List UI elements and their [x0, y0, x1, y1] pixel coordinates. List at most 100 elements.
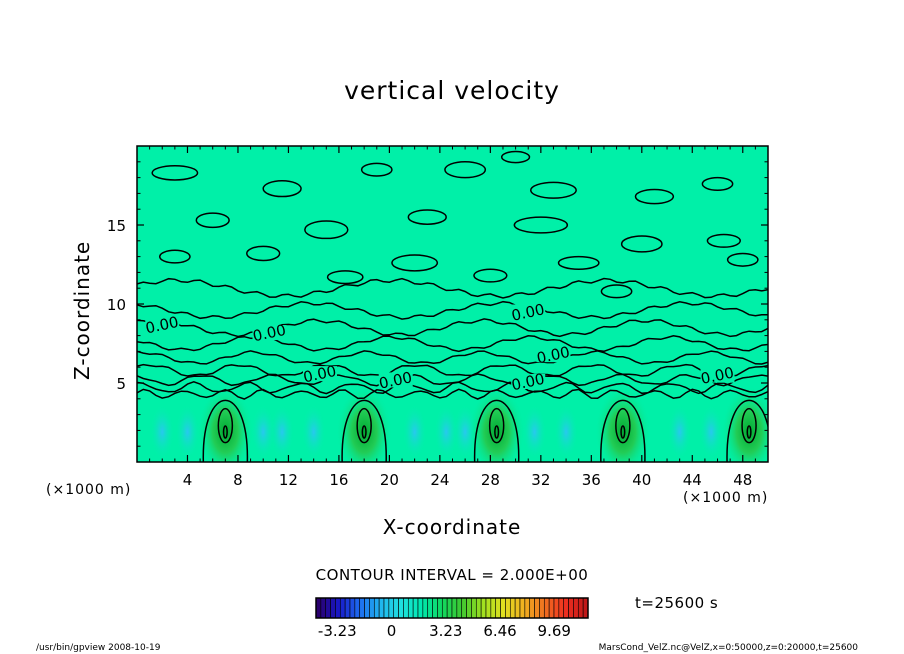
updraft-region — [594, 381, 651, 462]
x-unit-label: (×1000 m) — [683, 490, 769, 506]
contour-line — [137, 373, 768, 387]
contour-line — [706, 233, 741, 248]
colorbar-cell — [534, 597, 540, 619]
contour-line — [217, 407, 234, 444]
y-axis: 5 10 15 — [107, 161, 768, 447]
z-tick-label: 5 — [116, 375, 126, 393]
downdraft-region — [522, 403, 547, 460]
colorbar-cell — [417, 597, 424, 619]
contour-labels: 0.00 0.000.000.000.00 0.00 0.00 0.00 — [144, 300, 736, 394]
colorbar-cell — [509, 597, 516, 619]
colorbar-cell — [475, 597, 482, 619]
x-tick-label: 40 — [632, 471, 651, 489]
contour-line — [341, 399, 387, 462]
colorbar-cell — [524, 597, 531, 619]
colorbar-cell — [359, 597, 365, 619]
updraft-region — [197, 381, 254, 462]
contour-line — [488, 407, 505, 444]
contour-line — [361, 425, 367, 439]
colorbar-cell — [519, 597, 526, 619]
colorbar-cell — [485, 597, 492, 619]
contour-line — [746, 425, 752, 439]
x-tick-label: 24 — [430, 471, 449, 489]
x-tick-label: 28 — [481, 471, 500, 489]
contour-line — [741, 407, 757, 444]
contour-label-bg — [302, 366, 337, 382]
contour-label-bg — [378, 372, 413, 388]
colorbar-cell — [383, 597, 390, 619]
colorbar-cell — [495, 597, 501, 619]
contour-line — [726, 399, 768, 462]
contour-line — [262, 180, 302, 198]
downdraft-region — [175, 403, 200, 460]
contour-line — [202, 399, 249, 462]
colorbar-cell — [330, 597, 336, 619]
colorbar-cell — [378, 597, 385, 619]
colorbar-cell — [539, 597, 545, 619]
colorbar-cell — [553, 597, 560, 619]
contour-line — [246, 245, 281, 262]
colorbar-cell — [568, 597, 574, 619]
x-axis: 4 8 12 16 20 24 28 32 36 40 44 48 — [149, 146, 756, 489]
contour-label-bg — [700, 367, 735, 383]
colorbar-cell — [320, 597, 327, 619]
contour-line — [195, 212, 230, 229]
contour-label-bg — [536, 347, 571, 363]
colorbar-cell — [388, 597, 395, 619]
chart-title: vertical velocity — [344, 76, 560, 105]
contour-line — [137, 300, 768, 320]
contour-interval-label: CONTOUR INTERVAL = 2.000E+00 — [315, 566, 589, 584]
contour-lines — [137, 150, 768, 462]
z-axis-label: Z-coordinate — [70, 240, 94, 380]
contour-line — [500, 150, 531, 164]
updraft-region — [336, 381, 393, 462]
downdraft-region — [554, 403, 579, 460]
downdraft-region — [251, 403, 276, 460]
colorbar-cell — [427, 597, 433, 619]
contour-line — [444, 161, 487, 179]
contour-line — [513, 216, 569, 234]
colorbar-cell — [456, 597, 463, 619]
colorbar-cell — [514, 597, 521, 619]
x-tick-label: 44 — [683, 471, 702, 489]
colorbar-cell — [432, 597, 438, 619]
contour-line — [701, 176, 734, 191]
contour-line — [600, 284, 633, 299]
colorbar-cell — [529, 597, 535, 619]
colorbar-cell — [325, 597, 331, 619]
contour-line — [473, 399, 520, 462]
downdraft-region — [150, 403, 175, 460]
colorbar-tick-label: -3.23 — [318, 622, 357, 640]
updraft-region — [468, 381, 525, 462]
contour-line — [137, 388, 768, 400]
downdraft-region — [699, 403, 724, 460]
contour-line — [407, 209, 447, 225]
contour-line — [137, 335, 768, 353]
contour-line — [473, 268, 508, 283]
colorbar-cell — [354, 597, 361, 619]
contour-label-bg — [252, 325, 287, 341]
downdraft-region — [301, 403, 326, 460]
colorbar-tick-label: 6.46 — [483, 622, 516, 640]
contour-line — [620, 235, 663, 253]
contour-line — [615, 407, 631, 444]
contour-line — [620, 425, 626, 439]
colorbar-cell — [412, 597, 419, 619]
footer-source: MarsCond_VelZ.nc@VelZ,x=0:50000,z=0:2000… — [598, 643, 858, 653]
footer-program: /usr/bin/gpview 2008-10-19 — [36, 643, 161, 653]
colorbar-cell — [500, 597, 506, 619]
updraft-region — [721, 381, 768, 462]
contour-line — [158, 249, 191, 264]
colorbar-cell — [339, 597, 346, 619]
z-tick-label: 15 — [107, 217, 126, 235]
contour-label-bg — [511, 374, 546, 389]
contour-label-bg — [511, 304, 546, 320]
colorbar-cell — [398, 597, 404, 619]
contour-line — [356, 407, 372, 444]
time-label: t=25600 s — [635, 594, 719, 612]
colorbar-cell — [364, 597, 370, 619]
x-tick-label: 16 — [329, 471, 348, 489]
colorbar-cell — [335, 597, 341, 619]
x-tick-label: 8 — [233, 471, 243, 489]
z-tick-label: 10 — [107, 296, 126, 314]
